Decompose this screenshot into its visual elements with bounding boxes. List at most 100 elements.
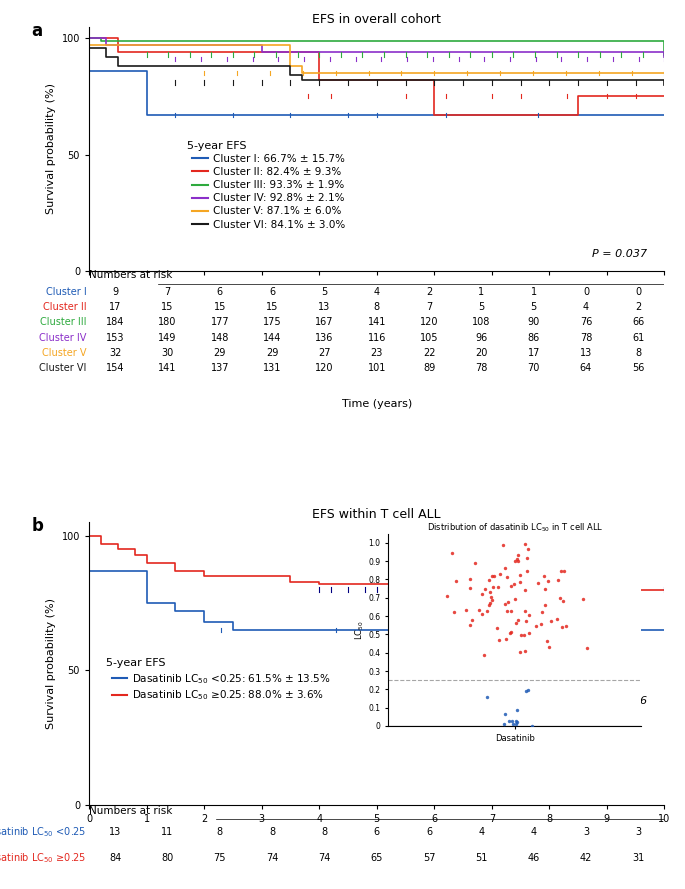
Text: 56: 56	[632, 363, 645, 373]
Text: 141: 141	[368, 317, 386, 327]
Text: 120: 120	[420, 317, 438, 327]
Text: 4: 4	[374, 287, 379, 297]
Text: 46: 46	[527, 853, 540, 863]
Text: 17: 17	[527, 348, 540, 357]
Legend: Dasatinib LC$_{50}$ <0.25: 61.5% ± 13.5%, Dasatinib LC$_{50}$ ≥0.25: 88.0% ± 3.6: Dasatinib LC$_{50}$ <0.25: 61.5% ± 13.5%…	[112, 672, 331, 702]
Text: 5: 5	[531, 302, 537, 312]
Text: 11: 11	[162, 827, 173, 837]
Text: 86: 86	[527, 332, 540, 342]
Text: 22: 22	[423, 348, 435, 357]
Text: 1: 1	[478, 287, 484, 297]
Text: 96: 96	[475, 332, 488, 342]
Text: 74: 74	[319, 853, 331, 863]
Text: 29: 29	[266, 348, 278, 357]
Text: 5: 5	[321, 287, 327, 297]
Text: 2: 2	[635, 302, 641, 312]
Text: Numbers at risk: Numbers at risk	[89, 806, 173, 816]
Text: 4: 4	[478, 827, 484, 837]
Text: 0: 0	[583, 287, 589, 297]
Title: EFS within T cell ALL: EFS within T cell ALL	[312, 509, 441, 521]
Text: Cluster III: Cluster III	[40, 317, 86, 327]
Text: 136: 136	[315, 332, 334, 342]
Text: 108: 108	[472, 317, 490, 327]
Text: 74: 74	[266, 853, 278, 863]
Text: 57: 57	[423, 853, 435, 863]
Text: 153: 153	[106, 332, 125, 342]
Text: 6: 6	[216, 287, 223, 297]
Text: 6: 6	[374, 827, 379, 837]
Text: 78: 78	[580, 332, 592, 342]
Text: Cluster VI: Cluster VI	[39, 363, 86, 373]
Text: 8: 8	[269, 827, 275, 837]
Text: 13: 13	[319, 302, 331, 312]
Text: 144: 144	[263, 332, 282, 342]
Text: Cluster II: Cluster II	[42, 302, 86, 312]
Text: 6: 6	[426, 827, 432, 837]
Text: 8: 8	[374, 302, 379, 312]
Text: 9: 9	[112, 287, 119, 297]
Text: 80: 80	[162, 853, 173, 863]
Text: 8: 8	[321, 827, 327, 837]
Text: Dasatinib LC$_{50}$ ≥0.25: Dasatinib LC$_{50}$ ≥0.25	[0, 851, 86, 865]
Text: 137: 137	[210, 363, 229, 373]
Text: 90: 90	[527, 317, 540, 327]
Text: 1: 1	[531, 287, 537, 297]
Y-axis label: Survival probability (%): Survival probability (%)	[46, 598, 56, 729]
Text: 32: 32	[109, 348, 121, 357]
Text: Dasatinib LC$_{50}$ <0.25: Dasatinib LC$_{50}$ <0.25	[0, 825, 86, 838]
Text: 8: 8	[216, 827, 223, 837]
Text: 2: 2	[426, 287, 432, 297]
Text: 8: 8	[635, 348, 641, 357]
Text: 180: 180	[158, 317, 177, 327]
Text: 5-year EFS: 5-year EFS	[187, 141, 247, 151]
Text: P = 0.026: P = 0.026	[592, 696, 647, 706]
Text: Time (years): Time (years)	[342, 398, 412, 409]
Text: 42: 42	[580, 853, 592, 863]
Text: Cluster V: Cluster V	[42, 348, 86, 357]
Text: 3: 3	[583, 827, 589, 837]
Text: 131: 131	[263, 363, 282, 373]
Text: 4: 4	[531, 827, 537, 837]
Text: 4: 4	[583, 302, 589, 312]
Text: 6: 6	[269, 287, 275, 297]
Text: 3: 3	[635, 827, 641, 837]
Text: Numbers at risk: Numbers at risk	[89, 269, 173, 279]
Title: EFS in overall cohort: EFS in overall cohort	[312, 12, 441, 26]
Text: 29: 29	[214, 348, 226, 357]
Text: 75: 75	[214, 853, 226, 863]
Text: 15: 15	[162, 302, 174, 312]
Text: 175: 175	[263, 317, 282, 327]
Text: 15: 15	[214, 302, 226, 312]
Text: 27: 27	[319, 348, 331, 357]
Text: 13: 13	[580, 348, 592, 357]
Text: 184: 184	[106, 317, 125, 327]
Text: 101: 101	[368, 363, 386, 373]
Text: 30: 30	[162, 348, 173, 357]
Text: 70: 70	[527, 363, 540, 373]
Text: Cluster I: Cluster I	[46, 287, 86, 297]
Y-axis label: Survival probability (%): Survival probability (%)	[46, 84, 56, 214]
Text: 23: 23	[371, 348, 383, 357]
Text: 105: 105	[420, 332, 438, 342]
Text: 177: 177	[210, 317, 229, 327]
Text: 13: 13	[109, 827, 121, 837]
Text: 66: 66	[632, 317, 645, 327]
Text: 7: 7	[426, 302, 432, 312]
Text: 61: 61	[632, 332, 645, 342]
Text: 51: 51	[475, 853, 488, 863]
Text: 116: 116	[368, 332, 386, 342]
Legend: Cluster I: 66.7% ± 15.7%, Cluster II: 82.4% ± 9.3%, Cluster III: 93.3% ± 1.9%, C: Cluster I: 66.7% ± 15.7%, Cluster II: 82…	[192, 154, 345, 229]
Text: 15: 15	[266, 302, 278, 312]
Text: a: a	[32, 22, 42, 40]
Text: 76: 76	[580, 317, 592, 327]
Text: P = 0.037: P = 0.037	[592, 249, 647, 259]
Text: 148: 148	[210, 332, 229, 342]
Text: 65: 65	[371, 853, 383, 863]
Text: 167: 167	[315, 317, 334, 327]
Text: 5-year EFS: 5-year EFS	[106, 658, 166, 668]
Text: 89: 89	[423, 363, 435, 373]
Text: 31: 31	[632, 853, 645, 863]
Text: 141: 141	[158, 363, 177, 373]
Text: 149: 149	[158, 332, 177, 342]
Text: 17: 17	[109, 302, 121, 312]
